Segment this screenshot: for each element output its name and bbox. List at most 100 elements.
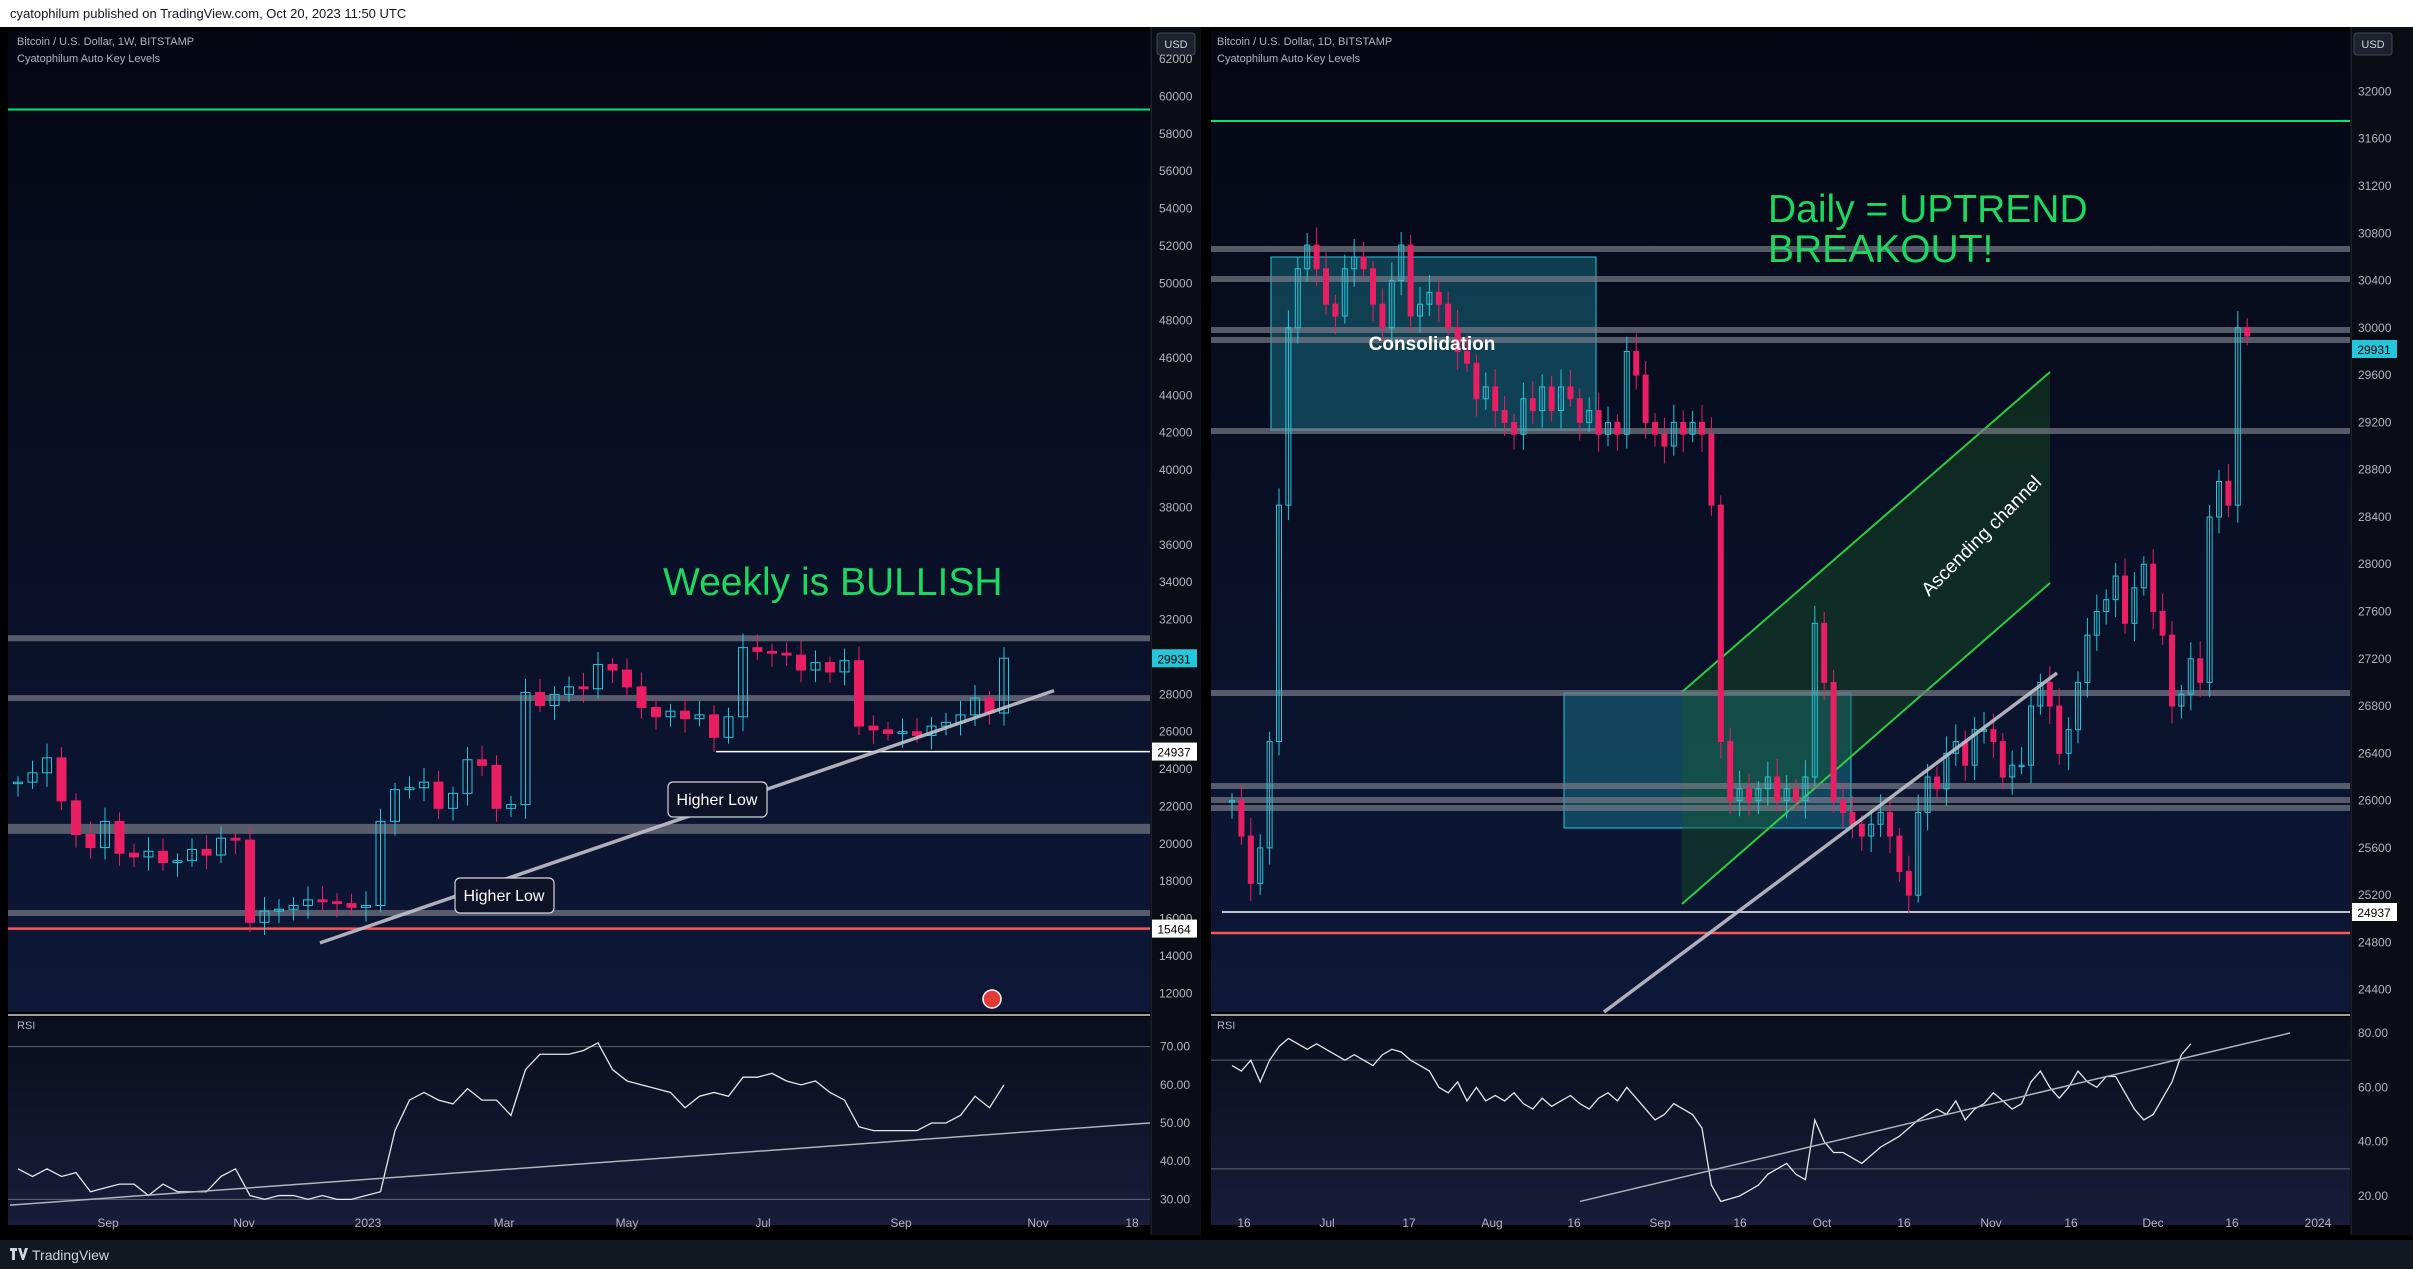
key-level-band xyxy=(1211,428,2350,434)
candle-body xyxy=(2084,634,2091,683)
candle-body xyxy=(1999,741,2006,778)
candle-body xyxy=(2093,611,2100,636)
daily-time-tick: Sep xyxy=(1649,1216,1671,1230)
candle-body xyxy=(1905,871,1912,896)
daily-price-tick: 30400 xyxy=(2358,274,2392,288)
daily-time-tick: 2024 xyxy=(2305,1216,2332,1230)
weekly-support-value: 15464 xyxy=(1157,923,1191,937)
daily-price-tick: 30000 xyxy=(2358,321,2392,335)
weekly-time-tick: May xyxy=(616,1216,639,1230)
channel-upper-line xyxy=(1681,371,2051,693)
candle-body xyxy=(2103,599,2110,613)
weekly-price-tick: 14000 xyxy=(1159,949,1193,963)
candle-body xyxy=(114,820,125,854)
candle-body xyxy=(1990,729,1997,743)
candle-body xyxy=(1229,800,1235,803)
higher-low-box xyxy=(667,781,768,818)
candle-body xyxy=(1840,800,1846,813)
candle-body xyxy=(564,686,574,695)
tradingview-logo-icon xyxy=(10,1248,28,1260)
candle-body xyxy=(593,663,603,690)
candle-body xyxy=(201,848,212,856)
publish-line: cyatophilum published on TradingView.com… xyxy=(10,6,407,21)
weekly-last-price-tag xyxy=(1152,649,1197,668)
rsi-line xyxy=(17,1041,1005,1201)
candle-body xyxy=(491,764,502,809)
candle-body xyxy=(1783,788,1790,802)
candle-body xyxy=(2159,611,2166,636)
candle-body xyxy=(1417,303,1423,317)
weekly-title: Bitcoin / U.S. Dollar, 1W, BITSTAMP xyxy=(17,36,194,48)
candle-body xyxy=(1708,433,1715,506)
weekly-time-tick: 2023 xyxy=(355,1216,382,1230)
candle-body xyxy=(1407,244,1414,317)
candle-body xyxy=(143,850,154,858)
candle-body xyxy=(1614,421,1621,435)
candle-body xyxy=(680,710,690,720)
weekly-time-tick: Nov xyxy=(1027,1216,1048,1230)
daily-plot-bg xyxy=(1211,31,2350,1012)
footer-bar: TradingView xyxy=(0,1240,2413,1269)
weekly-price-tick: 46000 xyxy=(1159,351,1193,365)
weekly-price-tick: 32000 xyxy=(1159,613,1193,627)
candle-body xyxy=(970,697,980,716)
higher-low-text: Higher Low xyxy=(464,888,545,905)
event-flag-icon xyxy=(982,989,1002,1009)
key-level-band xyxy=(1211,337,2350,343)
daily-title: Bitcoin / U.S. Dollar, 1D, BITSTAMP xyxy=(1217,36,1392,48)
weekly-rsi-tick: 60.00 xyxy=(1160,1078,1190,1092)
candle-body xyxy=(259,910,270,923)
candle-body xyxy=(477,759,487,766)
candle-body xyxy=(1426,291,1433,305)
candle-body xyxy=(2187,658,2194,695)
candle-body xyxy=(303,899,313,906)
candle-body xyxy=(1746,788,1752,802)
candle-body xyxy=(1605,421,1611,435)
candle-body xyxy=(462,759,473,794)
candle-body xyxy=(1266,741,1273,849)
weekly-price-tick: 28000 xyxy=(1159,687,1193,701)
candle-body xyxy=(520,691,531,806)
weekly-time-tick: Jul xyxy=(755,1216,770,1230)
candle-body xyxy=(839,660,850,673)
daily-price-tick: 25600 xyxy=(2358,841,2392,855)
candle-body xyxy=(1501,410,1508,423)
candle-body xyxy=(2206,516,2213,683)
weekly-currency-button xyxy=(1156,32,1196,56)
daily-time-tick: 16 xyxy=(2225,1216,2239,1230)
candle-body xyxy=(999,657,1009,714)
daily-price-tick: 28400 xyxy=(2358,510,2392,524)
candle-body xyxy=(1388,280,1395,329)
candle-body xyxy=(13,781,23,785)
candle-body xyxy=(868,725,879,731)
weekly-price-tick: 42000 xyxy=(1159,426,1193,440)
rsi-line xyxy=(1231,1037,2192,1203)
candle-body xyxy=(1934,776,1940,790)
candle-body xyxy=(1539,386,1546,412)
candle-body xyxy=(1830,681,1837,802)
weekly-price-tick: 56000 xyxy=(1159,164,1193,178)
candle-body xyxy=(506,804,516,809)
daily-time-tick: 16 xyxy=(2064,1216,2078,1230)
candle-body xyxy=(1736,788,1743,802)
candle-body xyxy=(56,757,67,802)
candle-body xyxy=(1548,386,1555,412)
candle-body xyxy=(1341,268,1348,317)
candle-body xyxy=(1764,776,1771,790)
candle-body xyxy=(100,820,110,849)
candle-body xyxy=(1257,847,1264,884)
candle-body xyxy=(2056,705,2063,754)
candle-body xyxy=(346,903,357,908)
candle-body xyxy=(433,781,444,809)
daily-price-tick: 25200 xyxy=(2358,888,2392,902)
candle-body xyxy=(636,686,647,708)
daily-last-price: 29931 xyxy=(2357,343,2391,357)
daily-price-tick: 24800 xyxy=(2358,935,2392,949)
candle-body xyxy=(1915,811,1922,896)
candle-body xyxy=(1464,350,1470,364)
candle-body xyxy=(1670,421,1677,447)
daily-time-tick: 16 xyxy=(1733,1216,1747,1230)
candle-body xyxy=(317,899,328,903)
candle-body xyxy=(2225,480,2232,506)
